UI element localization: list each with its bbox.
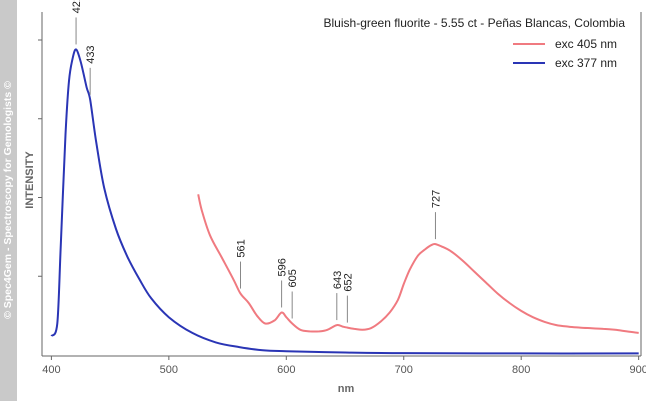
x-tick-label: 400	[42, 364, 60, 376]
series-line-0	[197, 194, 639, 334]
watermark-band	[0, 0, 17, 401]
series-line-1	[50, 48, 639, 355]
x-axis-title: nm	[338, 383, 355, 395]
peak-label: 727	[431, 190, 443, 208]
peak-label: 596	[277, 258, 289, 276]
peak-label: 421	[71, 0, 83, 13]
legend: exc 405 nm exc 377 nm	[513, 37, 617, 70]
plot-frame	[41, 12, 642, 357]
series-layer	[50, 48, 639, 355]
peak-label: 652	[342, 273, 354, 291]
x-tick-label: 600	[277, 364, 295, 376]
x-tick-label: 700	[395, 364, 413, 376]
x-tick-label: 800	[512, 364, 530, 376]
peak-label: 561	[236, 239, 248, 257]
peak-label: 433	[85, 45, 97, 63]
x-axis-ticks: 400 500 600 700 800 900	[42, 356, 646, 376]
y-axis-title: INTENSITY	[24, 151, 36, 209]
peak-label: 605	[287, 269, 299, 287]
x-tick-label: 500	[160, 364, 178, 376]
legend-label: exc 405 nm	[555, 37, 617, 51]
y-axis-ticks	[38, 39, 42, 277]
x-tick-label: 900	[629, 364, 646, 376]
peak-label: 643	[332, 271, 344, 289]
chart-title: Bluish-green fluorite - 5.55 ct - Peñas …	[324, 16, 626, 30]
legend-label: exc 377 nm	[555, 56, 617, 70]
